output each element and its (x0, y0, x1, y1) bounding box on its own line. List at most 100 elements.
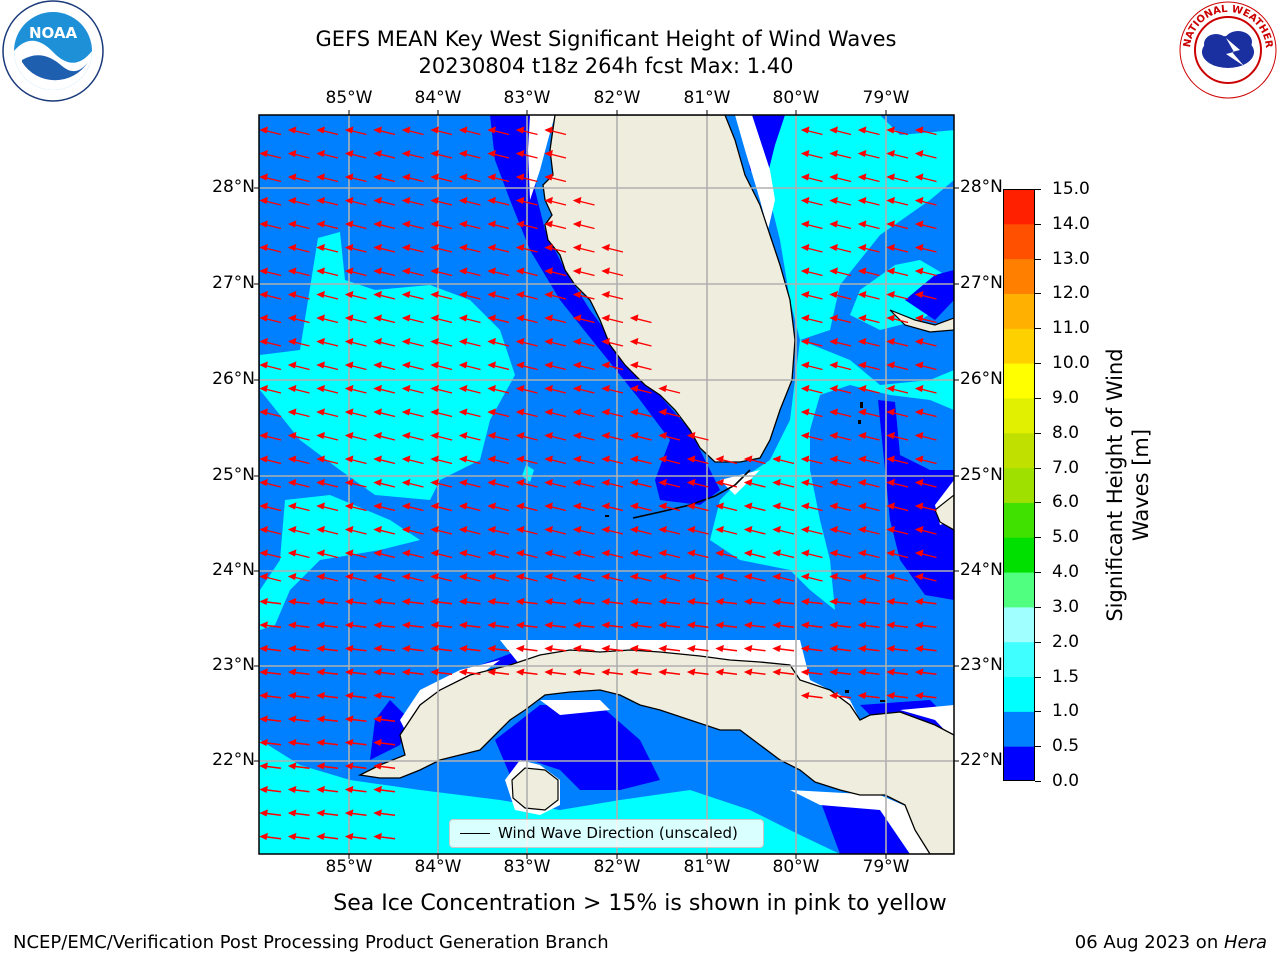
footer-branch: NCEP/EMC/Verification Post Processing Pr… (13, 932, 609, 953)
wind-wave-arrow (259, 502, 282, 512)
wind-wave-arrow (373, 668, 396, 676)
wind-wave-arrow (316, 431, 339, 441)
wind-wave-arrow (259, 597, 282, 606)
lon-label-bottom: 79°W (862, 857, 910, 877)
wind-wave-arrow (857, 691, 880, 700)
wind-wave-arrow (430, 337, 453, 347)
wind-wave-arrow (344, 173, 367, 183)
sea-ice-note: Sea Ice Concentration > 15% is shown in … (333, 891, 947, 916)
wind-wave-arrow (772, 478, 795, 488)
wind-wave-arrow (857, 549, 880, 559)
colorbar-segment (1003, 676, 1035, 712)
lon-label-bottom: 82°W (593, 857, 641, 877)
wind-wave-arrow (829, 149, 852, 159)
wind-wave-arrow (287, 361, 310, 371)
wind-wave-arrow (316, 126, 339, 136)
lon-label-bottom: 84°W (414, 857, 462, 877)
wind-wave-arrow (287, 621, 310, 629)
wind-wave-arrow (715, 668, 738, 676)
lat-label-right: 24°N (960, 560, 1003, 580)
wind-wave-arrow (857, 455, 880, 465)
wind-wave-arrow (430, 644, 453, 653)
colorbar-label-line-1: Significant Height of Wind (1103, 348, 1127, 622)
wind-wave-arrow (857, 525, 880, 535)
wind-wave-arrow (287, 196, 310, 206)
wind-wave-arrow (886, 691, 909, 700)
colorbar-tick-label: 1.0 (1052, 701, 1080, 722)
colorbar-segment (1003, 189, 1035, 225)
wind-wave-arrow (629, 502, 652, 512)
colorbar-tick (1035, 746, 1041, 748)
wind-wave-arrow (629, 455, 652, 465)
wind-wave-arrow (487, 314, 510, 324)
colorbar-tick (1035, 432, 1041, 434)
wind-wave-arrow (430, 173, 453, 183)
wind-wave-arrow (886, 621, 909, 629)
wind-wave-arrow (544, 196, 567, 206)
wind-wave-arrow (373, 337, 396, 347)
lon-label-top: 81°W (683, 88, 731, 108)
wind-wave-arrow (287, 502, 310, 512)
wind-wave-arrow (487, 502, 510, 512)
colorbar-segment (1003, 363, 1035, 399)
wind-wave-arrow (373, 785, 396, 794)
wind-wave-arrow (886, 149, 909, 159)
wind-wave-arrow (487, 384, 510, 394)
wind-wave-arrow (800, 549, 823, 559)
legend-line-sample (460, 833, 490, 834)
wind-wave-arrow (401, 431, 424, 441)
wind-wave-arrow (886, 597, 909, 606)
wind-wave-arrow (544, 455, 567, 465)
wind-wave-arrow (886, 549, 909, 559)
wind-wave-arrow (914, 525, 937, 535)
wind-wave-arrow (287, 220, 310, 230)
wind-wave-arrow (800, 126, 823, 136)
wind-wave-arrow (857, 314, 880, 324)
lat-label-left: 25°N (212, 465, 255, 485)
wind-wave-arrow (715, 455, 738, 465)
wind-wave-arrow (857, 384, 880, 394)
colorbar (1003, 189, 1035, 781)
colorbar-segment (1003, 432, 1035, 469)
wind-wave-arrow (857, 337, 880, 347)
wind-wave-arrow (401, 668, 424, 676)
wind-wave-arrow (886, 525, 909, 535)
wind-wave-arrow (914, 668, 937, 676)
wind-wave-arrow (857, 597, 880, 606)
wind-wave-arrow (886, 220, 909, 230)
wind-wave-arrow (601, 408, 624, 418)
wind-wave-arrow (487, 549, 510, 559)
wind-wave-arrow (287, 832, 310, 841)
wind-wave-arrow (287, 549, 310, 559)
wind-wave-arrow (800, 149, 823, 159)
wind-wave-arrow (373, 290, 396, 300)
wind-wave-arrow (487, 149, 510, 159)
wind-wave-arrow (886, 644, 909, 653)
wind-wave-arrow (259, 644, 282, 653)
colorbar-tick (1035, 537, 1041, 539)
wind-wave-arrow (401, 408, 424, 418)
wind-wave-arrow (886, 361, 909, 371)
wind-wave-arrow (259, 621, 282, 629)
lat-label-right: 22°N (960, 750, 1003, 770)
wind-wave-arrow (800, 220, 823, 230)
wind-wave-arrow (857, 243, 880, 253)
wind-wave-arrow (316, 502, 339, 512)
wind-wave-arrow (886, 478, 909, 488)
wind-wave-arrow (629, 361, 652, 371)
wind-wave-arrow (829, 173, 852, 183)
wind-wave-arrow (800, 691, 823, 700)
wind-wave-arrow (914, 290, 937, 300)
wind-wave-arrow (458, 361, 481, 371)
wind-wave-arrow (287, 572, 310, 582)
wind-wave-arrow (829, 361, 852, 371)
wind-wave-arrow (601, 525, 624, 535)
wind-wave-arrow (886, 337, 909, 347)
wind-wave-arrow (344, 337, 367, 347)
colorbar-segment (1003, 502, 1035, 538)
wind-wave-arrow (316, 478, 339, 488)
colorbar-tick-label: 1.5 (1052, 666, 1080, 687)
wind-wave-arrow (914, 384, 937, 394)
colorbar-tick-label: 14.0 (1052, 213, 1090, 234)
wind-wave-arrow (344, 644, 367, 653)
